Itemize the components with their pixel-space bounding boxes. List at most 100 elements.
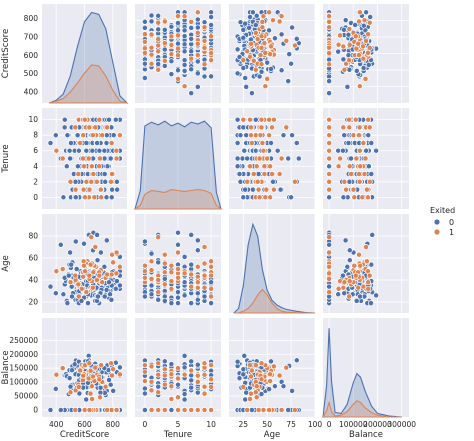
- scatter-point: [168, 407, 175, 413]
- scatter-point: [234, 163, 241, 170]
- scatter-point: [141, 75, 148, 81]
- scatter-point: [97, 249, 104, 256]
- scatter-point: [365, 116, 372, 123]
- scatter-point: [109, 171, 115, 177]
- scatter-point: [64, 300, 71, 307]
- scatter-point: [208, 383, 215, 390]
- scatter-point: [276, 18, 283, 25]
- scatter-point: [89, 373, 96, 380]
- scatter-point: [60, 194, 67, 201]
- scatter-point: [248, 124, 254, 131]
- scatter-point: [352, 272, 359, 279]
- scatter-point: [326, 24, 333, 31]
- scatter-point: [249, 9, 256, 16]
- scatter-point: [194, 389, 201, 396]
- scatter-point: [59, 365, 66, 372]
- scatter-point: [201, 407, 208, 413]
- scatter-point: [367, 14, 374, 20]
- scatter-point: [155, 383, 162, 390]
- scatter-point: [258, 68, 265, 75]
- scatter-point: [102, 178, 109, 185]
- scatter-point: [181, 270, 188, 277]
- scatter-point: [141, 262, 148, 269]
- scatter-point: [72, 178, 79, 185]
- scatter-point: [270, 186, 277, 193]
- scatter-point: [141, 390, 148, 397]
- ytick-label: 2: [33, 177, 38, 186]
- scatter-point: [248, 390, 254, 397]
- scatter-point: [326, 13, 333, 20]
- scatter-point: [201, 44, 208, 51]
- scatter-point: [268, 140, 274, 146]
- ytick-label: 80: [28, 232, 38, 241]
- scatter-point: [175, 67, 181, 74]
- scatter-point: [155, 277, 162, 283]
- scatter-point: [161, 260, 168, 267]
- scatter-point: [141, 378, 148, 384]
- pairplot-grid: 400500600700800CreditScore0246810Tenure2…: [1, 4, 416, 440]
- scatter-point: [356, 124, 363, 131]
- scatter-point: [81, 116, 88, 123]
- scatter-point: [99, 279, 106, 286]
- scatter-point: [248, 40, 254, 47]
- scatter-point: [267, 163, 274, 170]
- scatter-point: [366, 124, 373, 131]
- scatter-point: [47, 407, 54, 413]
- scatter-point: [188, 18, 195, 25]
- scatter-point: [244, 407, 251, 413]
- scatter-point: [188, 358, 195, 365]
- scatter-point: [326, 116, 333, 123]
- ytick-label: 700: [24, 33, 39, 42]
- scatter-point: [175, 300, 181, 307]
- scatter-point: [353, 155, 360, 162]
- ytick-label: 150000: [9, 364, 38, 373]
- scatter-point: [175, 375, 181, 382]
- scatter-point: [53, 147, 60, 154]
- scatter-point: [74, 163, 81, 170]
- scatter-point: [175, 274, 181, 281]
- scatter-point: [113, 249, 120, 256]
- scatter-point: [91, 194, 98, 201]
- scatter-point: [108, 194, 115, 201]
- scatter-point: [181, 27, 188, 34]
- scatter-point: [345, 140, 352, 146]
- ytick-label: 600: [24, 51, 39, 60]
- scatter-point: [47, 283, 54, 290]
- scatter-point: [240, 383, 247, 390]
- ytick-label: 250000: [9, 336, 38, 345]
- scatter-point: [268, 43, 274, 50]
- scatter-point: [283, 364, 290, 371]
- ytick-label: 4: [33, 162, 38, 171]
- scatter-point: [291, 42, 298, 49]
- scatter-point: [181, 292, 188, 299]
- scatter-point: [80, 273, 87, 280]
- scatter-point: [141, 31, 148, 38]
- scatter-point: [262, 49, 269, 56]
- scatter-point: [155, 26, 162, 33]
- scatter-point: [326, 249, 333, 256]
- scatter-point: [250, 57, 257, 64]
- scatter-point: [343, 186, 350, 193]
- scatter-point: [278, 13, 285, 20]
- scatter-point: [280, 383, 287, 390]
- scatter-point: [101, 293, 108, 300]
- scatter-point: [208, 285, 215, 292]
- scatter-point: [82, 268, 88, 275]
- scatter-point: [357, 163, 364, 170]
- ytick-label: 8: [33, 131, 38, 140]
- scatter-point: [88, 234, 95, 241]
- scatter-point: [116, 132, 123, 139]
- scatter-point: [346, 26, 353, 32]
- ytick-label: 800: [24, 14, 39, 23]
- scatter-point: [355, 132, 362, 139]
- scatter-point: [344, 263, 351, 270]
- xtick-label: 75: [286, 420, 296, 429]
- scatter-point: [353, 297, 360, 304]
- scatter-point: [148, 51, 155, 58]
- scatter-point: [247, 53, 253, 60]
- scatter-point: [326, 124, 333, 131]
- scatter-point: [258, 124, 265, 131]
- scatter-point: [355, 40, 362, 47]
- scatter-point: [350, 186, 357, 193]
- scatter-point: [368, 300, 374, 307]
